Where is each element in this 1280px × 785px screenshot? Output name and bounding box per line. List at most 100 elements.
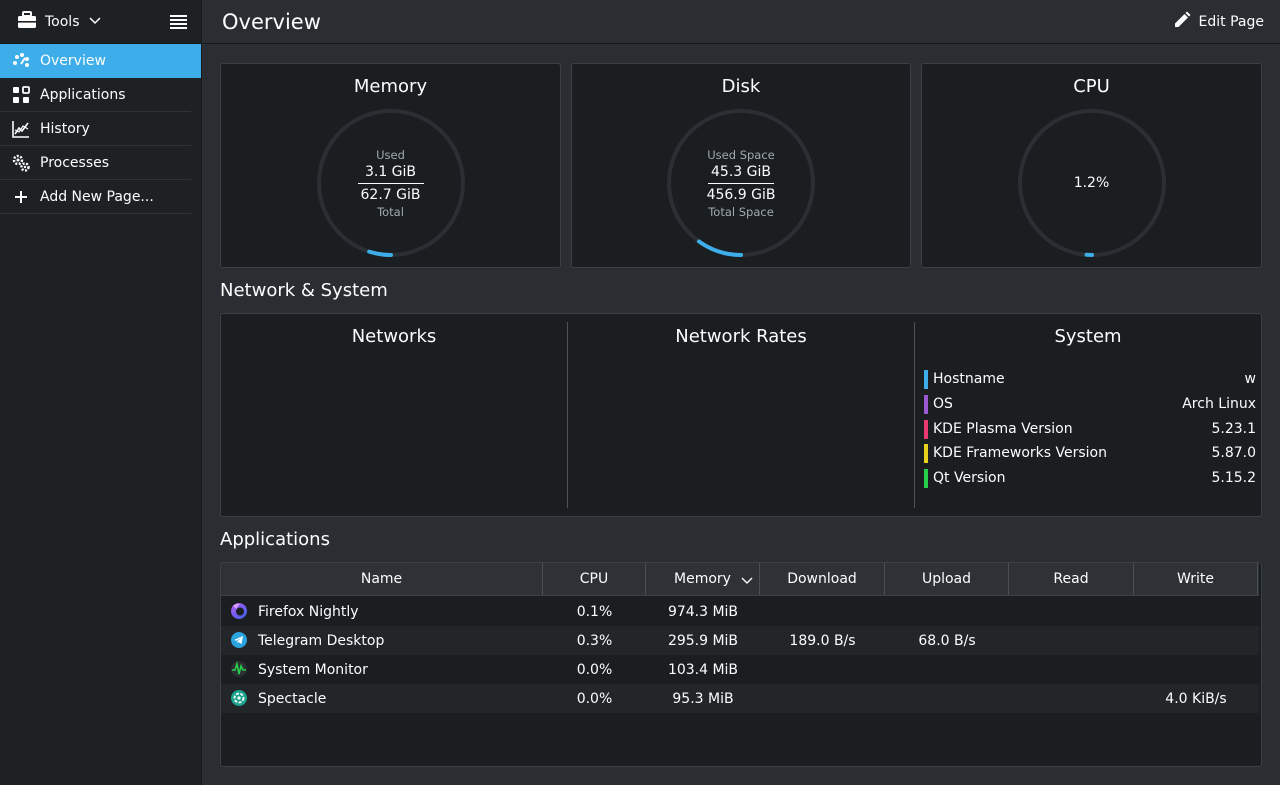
system-row-hostname: Hostname w	[924, 369, 1256, 389]
network-system-card: Networks Network Rates System Hostname w…	[220, 313, 1262, 517]
app-memory: 95.3 MiB	[672, 690, 734, 707]
system-label: OS	[933, 396, 953, 412]
column-header-cpu[interactable]: CPU	[543, 563, 646, 595]
app-download	[760, 655, 885, 684]
app-cpu: 0.1%	[576, 603, 613, 620]
system-label: Hostname	[933, 371, 1005, 387]
disk-total-value: 456.9 GiB	[706, 186, 776, 203]
cpu-title: CPU	[1073, 76, 1110, 97]
sidebar-item-processes[interactable]: Processes	[0, 146, 191, 180]
memory-gauge: Used 3.1 GiB 62.7 GiB Total	[314, 106, 468, 260]
applications-table: Name CPU Memory Download Upload Read Wri…	[220, 562, 1262, 767]
disk-total-label: Total Space	[708, 204, 774, 219]
sidebar-header: Tools	[0, 0, 201, 44]
app-upload: 68.0 B/s	[918, 632, 976, 649]
tools-menu-button[interactable]: Tools	[17, 10, 102, 33]
system-row-plasma-version: KDE Plasma Version 5.23.1	[924, 419, 1256, 439]
sidebar: Tools Overview	[0, 0, 202, 785]
tools-label: Tools	[45, 13, 80, 30]
app-download	[760, 597, 885, 626]
disk-card: Disk Used Space 45.3 GiB 456.9 GiB Total…	[571, 63, 911, 268]
firefox-nightly-icon	[230, 602, 248, 620]
system-row-qt-version: Qt Version 5.15.2	[924, 468, 1256, 488]
column-header-label: Name	[360, 571, 403, 587]
edit-page-button[interactable]: Edit Page	[1173, 11, 1264, 33]
column-header-download[interactable]: Download	[760, 563, 885, 595]
app-upload	[885, 597, 1009, 626]
hamburger-menu-icon[interactable]	[170, 14, 187, 30]
memory-used-value: 3.1 GiB	[364, 163, 417, 180]
sidebar-item-label: Applications	[40, 86, 126, 103]
disk-title: Disk	[721, 76, 761, 97]
system-title: System	[1054, 326, 1122, 347]
cpu-gauge-arc	[1017, 109, 1166, 257]
memory-total-value: 62.7 GiB	[360, 186, 421, 203]
page-title: Overview	[222, 9, 321, 34]
cpu-card: CPU 1.2%	[921, 63, 1262, 268]
telegram-icon	[230, 631, 248, 649]
network-system-section-title: Network & System	[220, 280, 388, 301]
sidebar-item-history[interactable]: History	[0, 112, 191, 146]
app-cpu: 0.3%	[576, 632, 613, 649]
sidebar-item-label: History	[40, 120, 90, 137]
disk-divider	[708, 182, 774, 184]
column-header-label: Upload	[921, 571, 972, 587]
app-cpu: 0.0%	[576, 661, 613, 678]
app-name: Telegram Desktop	[258, 632, 385, 649]
cpu-gauge: 1.2%	[1015, 106, 1169, 260]
system-value: 5.87.0	[1211, 445, 1256, 461]
system-monitor-icon	[230, 660, 248, 678]
app-name: Spectacle	[258, 690, 327, 707]
applications-section-title: Applications	[220, 529, 330, 550]
column-header-upload[interactable]: Upload	[885, 563, 1009, 595]
sidebar-item-label: Processes	[40, 154, 110, 171]
app-write	[1134, 597, 1258, 626]
disk-used-value: 45.3 GiB	[711, 163, 771, 180]
page-header: Overview Edit Page	[203, 0, 1280, 44]
sidebar-item-overview[interactable]: Overview	[0, 44, 201, 78]
table-row[interactable]: Telegram Desktop 0.3% 295.9 MiB 189.0 B/…	[221, 626, 1259, 655]
cpu-usage-value: 1.2%	[1073, 175, 1110, 191]
color-bar	[924, 419, 928, 439]
table-row[interactable]: Firefox Nightly 0.1% 974.3 MiB	[221, 597, 1259, 626]
table-row[interactable]: Spectacle 0.0% 95.3 MiB 4.0 KiB/s	[221, 684, 1259, 713]
app-upload	[885, 684, 1009, 713]
column-header-write[interactable]: Write	[1134, 563, 1258, 595]
system-value: Arch Linux	[1182, 396, 1256, 412]
system-row-frameworks-version: KDE Frameworks Version 5.87.0	[924, 443, 1256, 463]
app-cpu: 0.0%	[576, 690, 613, 707]
column-header-read[interactable]: Read	[1009, 563, 1134, 595]
network-rates-title: Network Rates	[675, 326, 807, 347]
column-divider	[914, 322, 915, 508]
column-header-label: Write	[1177, 571, 1214, 587]
system-row-os: OS Arch Linux	[924, 394, 1256, 414]
app-download: 189.0 B/s	[789, 632, 856, 649]
column-header-memory[interactable]: Memory	[646, 563, 760, 595]
table-row[interactable]: System Monitor 0.0% 103.4 MiB	[221, 655, 1259, 684]
memory-title: Memory	[353, 76, 428, 97]
processes-icon	[12, 154, 30, 172]
sidebar-item-applications[interactable]: Applications	[0, 78, 191, 112]
memory-card: Memory Used 3.1 GiB 62.7 GiB Total	[220, 63, 561, 268]
color-bar	[924, 443, 928, 463]
sort-descending-icon	[741, 573, 753, 589]
memory-total-label: Total	[377, 204, 404, 219]
chevron-down-icon	[88, 14, 102, 30]
column-header-name[interactable]: Name	[221, 563, 543, 595]
column-header-label: Read	[1053, 571, 1089, 587]
sidebar-item-add-new-page[interactable]: Add New Page...	[0, 180, 191, 214]
sidebar-item-label: Add New Page...	[40, 188, 154, 205]
memory-divider	[357, 182, 424, 184]
app-memory: 974.3 MiB	[667, 603, 739, 620]
memory-used-label: Used	[376, 147, 405, 162]
app-read	[1009, 655, 1134, 684]
spectacle-icon	[230, 689, 248, 707]
disk-gauge-arc	[667, 109, 815, 257]
edit-page-label: Edit Page	[1198, 13, 1264, 30]
history-icon	[12, 120, 30, 138]
system-label: KDE Frameworks Version	[933, 445, 1107, 461]
app-name: Firefox Nightly	[258, 603, 359, 620]
app-memory: 103.4 MiB	[667, 661, 739, 678]
app-read	[1009, 626, 1134, 655]
color-bar	[924, 468, 928, 488]
